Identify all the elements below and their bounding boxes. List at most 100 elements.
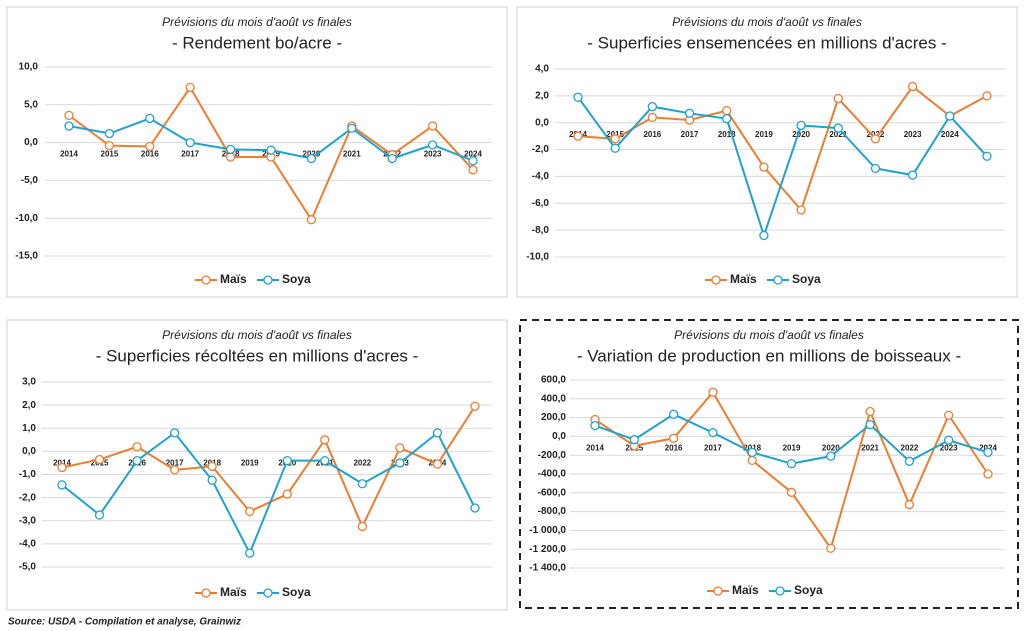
point-marker <box>282 489 292 499</box>
point-marker <box>306 153 317 164</box>
point-marker <box>57 462 67 473</box>
point-marker <box>610 143 620 153</box>
x-tick-label: 2019 <box>755 130 773 139</box>
legend-label: Soya <box>794 583 823 597</box>
point-marker <box>427 140 438 150</box>
x-tick-label: 2021 <box>861 444 879 453</box>
y-tick-label: 0,0 <box>552 431 566 442</box>
x-tick-label: 2020 <box>792 130 810 139</box>
y-tick-label: 200,0 <box>541 412 566 423</box>
point-marker <box>432 428 443 438</box>
x-tick-label: 2019 <box>241 458 259 467</box>
legend-label: Soya <box>282 585 311 599</box>
y-tick-label: 400,0 <box>541 393 566 404</box>
point-marker <box>245 548 255 558</box>
legend-label: Soya <box>282 272 311 286</box>
point-marker <box>759 162 769 172</box>
y-tick-label: -1 200,0 <box>529 544 566 555</box>
point-marker <box>387 153 397 164</box>
point-marker <box>722 105 732 116</box>
point-marker <box>468 165 478 175</box>
point-marker <box>573 131 583 141</box>
chart-subtitle: Prévisions du mois d'août vs finales <box>672 15 862 29</box>
y-tick-label: -1 000,0 <box>529 525 566 536</box>
point-marker <box>104 128 115 139</box>
point-marker <box>865 406 875 417</box>
x-tick-label: 2017 <box>166 458 184 467</box>
y-tick-label: -10,0 <box>15 213 38 224</box>
x-tick-label: 2016 <box>141 150 159 159</box>
y-tick-label: -15,0 <box>15 251 38 262</box>
chart-title: - Superficies ensemencées en millions d'… <box>587 33 946 52</box>
point-marker <box>104 140 115 151</box>
point-marker <box>57 480 67 490</box>
y-tick-label: -8,0 <box>532 225 550 236</box>
y-tick-label: 1,0 <box>22 423 36 434</box>
point-marker <box>722 114 732 124</box>
point-marker <box>132 442 142 452</box>
y-tick-label: 3,0 <box>22 377 36 388</box>
chart-subtitle: Prévisions du mois d'août vs finales <box>162 15 352 29</box>
y-tick-label: -4,0 <box>19 539 37 550</box>
point-marker <box>207 475 217 485</box>
x-tick-label: 2017 <box>181 150 199 159</box>
point-marker <box>306 215 317 225</box>
point-marker <box>64 121 74 131</box>
legend-marker <box>263 275 273 285</box>
y-tick-label: -200,0 <box>538 450 567 461</box>
y-tick-label: 600,0 <box>541 375 566 386</box>
y-tick-label: 0,0 <box>535 117 549 128</box>
series-line <box>61 431 476 556</box>
x-tick-label: 2015 <box>101 150 119 159</box>
point-marker <box>747 455 757 466</box>
x-tick-label: 2017 <box>704 444 722 453</box>
point-marker <box>432 459 443 469</box>
legend-label: Maïs <box>220 585 247 599</box>
x-tick-label: 2020 <box>822 444 840 453</box>
point-marker <box>610 134 620 144</box>
y-tick-label: -1 400,0 <box>529 563 566 574</box>
point-marker <box>225 144 236 155</box>
y-tick-label: -800,0 <box>538 506 567 517</box>
y-tick-label: -10,0 <box>526 252 549 263</box>
source-note: Source: USDA - Compilation et analyse, G… <box>8 617 241 628</box>
point-marker <box>983 447 993 458</box>
y-tick-label: -400,0 <box>538 469 567 480</box>
point-marker <box>668 433 679 443</box>
y-tick-label: -1,0 <box>19 469 37 480</box>
point-marker <box>944 410 954 420</box>
point-marker <box>282 455 292 466</box>
point-marker <box>64 110 74 121</box>
point-marker <box>833 93 843 104</box>
legend-marker <box>201 588 211 598</box>
legend-label: Soya <box>792 272 821 286</box>
y-tick-label: 4,0 <box>535 64 549 75</box>
point-marker <box>320 455 330 466</box>
y-tick-label: -2,0 <box>532 144 550 155</box>
x-tick-label: 2016 <box>665 444 683 453</box>
point-marker <box>245 506 255 517</box>
x-tick-label: 2019 <box>783 444 801 453</box>
point-marker <box>629 435 639 445</box>
point-marker <box>684 108 695 118</box>
legend-marker <box>713 586 723 596</box>
x-tick-label: 2021 <box>343 150 361 159</box>
y-tick-label: -600,0 <box>538 487 567 498</box>
x-tick-label: 2014 <box>60 150 78 159</box>
x-tick-label: 2022 <box>353 458 371 467</box>
point-marker <box>668 409 679 419</box>
x-tick-label: 2024 <box>941 130 959 139</box>
chart-title: - Variation de production en millions de… <box>577 346 961 365</box>
point-marker <box>145 141 155 152</box>
x-tick-label: 2024 <box>464 150 482 159</box>
y-tick-label: -4,0 <box>532 171 550 182</box>
point-marker <box>907 170 918 180</box>
point-marker <box>747 447 757 458</box>
point-marker <box>796 205 806 215</box>
point-marker <box>590 420 600 431</box>
panel <box>6 6 508 298</box>
point-marker <box>169 465 180 475</box>
legend-label: Maïs <box>732 583 759 597</box>
x-tick-label: 2014 <box>586 444 604 453</box>
